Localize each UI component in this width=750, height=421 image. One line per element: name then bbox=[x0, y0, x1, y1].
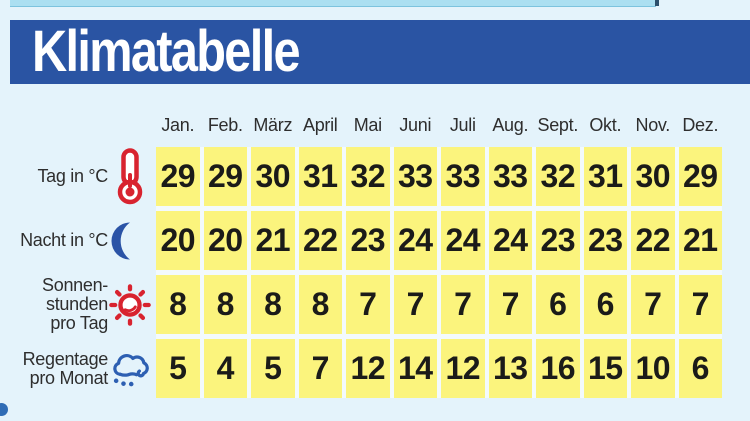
sun-icon bbox=[108, 282, 152, 328]
decorative-top-strip bbox=[10, 0, 656, 7]
row-label: Tag in °C bbox=[0, 167, 108, 186]
month-header: Jan. bbox=[161, 114, 195, 135]
value-cell: 33 bbox=[393, 147, 437, 206]
title-banner: Klimatabelle bbox=[10, 20, 750, 84]
value-cell: 7 bbox=[678, 275, 722, 334]
value-cell: 23 bbox=[346, 211, 390, 270]
value-cell: 30 bbox=[251, 147, 295, 206]
row-label-line: Tag in °C bbox=[37, 166, 108, 186]
value-cell: 22 bbox=[631, 211, 675, 270]
value-cell: 24 bbox=[393, 211, 437, 270]
value-cell: 8 bbox=[203, 275, 247, 334]
value-cell: 20 bbox=[203, 211, 247, 270]
value-cell: 15 bbox=[583, 339, 627, 398]
value-cell: 7 bbox=[346, 275, 390, 334]
month-header: Okt. bbox=[589, 114, 622, 135]
climate-table: 29 29 30 31 32 33 33 33 32 31 30 29 20 2… bbox=[156, 147, 722, 398]
row-label: Nacht in °C bbox=[0, 231, 108, 250]
month-header-row: Jan. Feb. März April Mai Juni Juli Aug. … bbox=[156, 108, 722, 142]
value-cell: 6 bbox=[536, 275, 580, 334]
row-label-line: pro Monat bbox=[29, 367, 109, 388]
value-cell: 12 bbox=[346, 339, 390, 398]
value-cell: 16 bbox=[536, 339, 580, 398]
month-header: Dez. bbox=[682, 114, 719, 135]
value-cell: 31 bbox=[583, 147, 627, 206]
value-cell: 20 bbox=[156, 211, 200, 270]
value-cell: 32 bbox=[536, 147, 580, 206]
row-header-sun-hours: Sonnen- stunden pro Tag bbox=[0, 275, 152, 334]
value-cell: 13 bbox=[488, 339, 532, 398]
value-cell: 8 bbox=[251, 275, 295, 334]
value-cell: 14 bbox=[393, 339, 437, 398]
cropped-edge-fragment bbox=[655, 0, 659, 6]
month-header: April bbox=[302, 114, 338, 135]
rain-cloud-icon bbox=[108, 346, 152, 392]
value-cell: 7 bbox=[631, 275, 675, 334]
value-cell: 10 bbox=[631, 339, 675, 398]
month-header: Aug. bbox=[492, 114, 529, 135]
value-cell: 30 bbox=[631, 147, 675, 206]
cropped-icon-fragment bbox=[0, 403, 8, 416]
value-cell: 33 bbox=[441, 147, 485, 206]
value-cell: 12 bbox=[441, 339, 485, 398]
row-label-line: Nacht in °C bbox=[20, 230, 108, 250]
value-cell: 33 bbox=[488, 147, 532, 206]
value-cell: 24 bbox=[441, 211, 485, 270]
row-label-line: Sonnen- bbox=[42, 275, 108, 295]
value-cell: 6 bbox=[678, 339, 722, 398]
month-header: März bbox=[253, 114, 293, 135]
value-cell: 31 bbox=[298, 147, 342, 206]
value-cell: 23 bbox=[583, 211, 627, 270]
row-header-day-temp: Tag in °C bbox=[0, 147, 152, 206]
value-cell: 21 bbox=[251, 211, 295, 270]
value-cell: 7 bbox=[393, 275, 437, 334]
month-header: Mai bbox=[353, 114, 382, 135]
moon-icon bbox=[108, 221, 152, 261]
value-cell: 29 bbox=[678, 147, 722, 206]
value-cell: 24 bbox=[488, 211, 532, 270]
value-cell: 21 bbox=[678, 211, 722, 270]
month-header: Sept. bbox=[537, 114, 579, 135]
month-header: Feb. bbox=[207, 114, 243, 135]
row-header-night-temp: Nacht in °C bbox=[0, 211, 152, 270]
row-header-rain-days: Regentage pro Monat bbox=[0, 339, 152, 398]
value-cell: 7 bbox=[488, 275, 532, 334]
thermometer-icon bbox=[108, 148, 152, 205]
month-header: Juli bbox=[449, 114, 476, 135]
value-cell: 29 bbox=[156, 147, 200, 206]
value-cell: 29 bbox=[203, 147, 247, 206]
row-label: Regentage pro Monat bbox=[0, 348, 109, 388]
value-cell: 7 bbox=[441, 275, 485, 334]
value-cell: 5 bbox=[156, 339, 200, 398]
value-cell: 6 bbox=[583, 275, 627, 334]
month-header: Juni bbox=[399, 114, 432, 135]
value-cell: 23 bbox=[536, 211, 580, 270]
row-label-line: pro Tag bbox=[50, 313, 108, 333]
row-label-line: Regentage bbox=[22, 348, 109, 369]
value-cell: 8 bbox=[298, 275, 342, 334]
value-cell: 8 bbox=[156, 275, 200, 334]
value-cell: 4 bbox=[203, 339, 247, 398]
value-cell: 7 bbox=[298, 339, 342, 398]
value-cell: 32 bbox=[346, 147, 390, 206]
month-header: Nov. bbox=[635, 114, 671, 135]
row-label: Sonnen- stunden pro Tag bbox=[0, 276, 108, 333]
value-cell: 5 bbox=[251, 339, 295, 398]
value-cell: 22 bbox=[298, 211, 342, 270]
page-title: Klimatabelle bbox=[32, 19, 301, 84]
row-label-line: stunden bbox=[46, 294, 108, 314]
